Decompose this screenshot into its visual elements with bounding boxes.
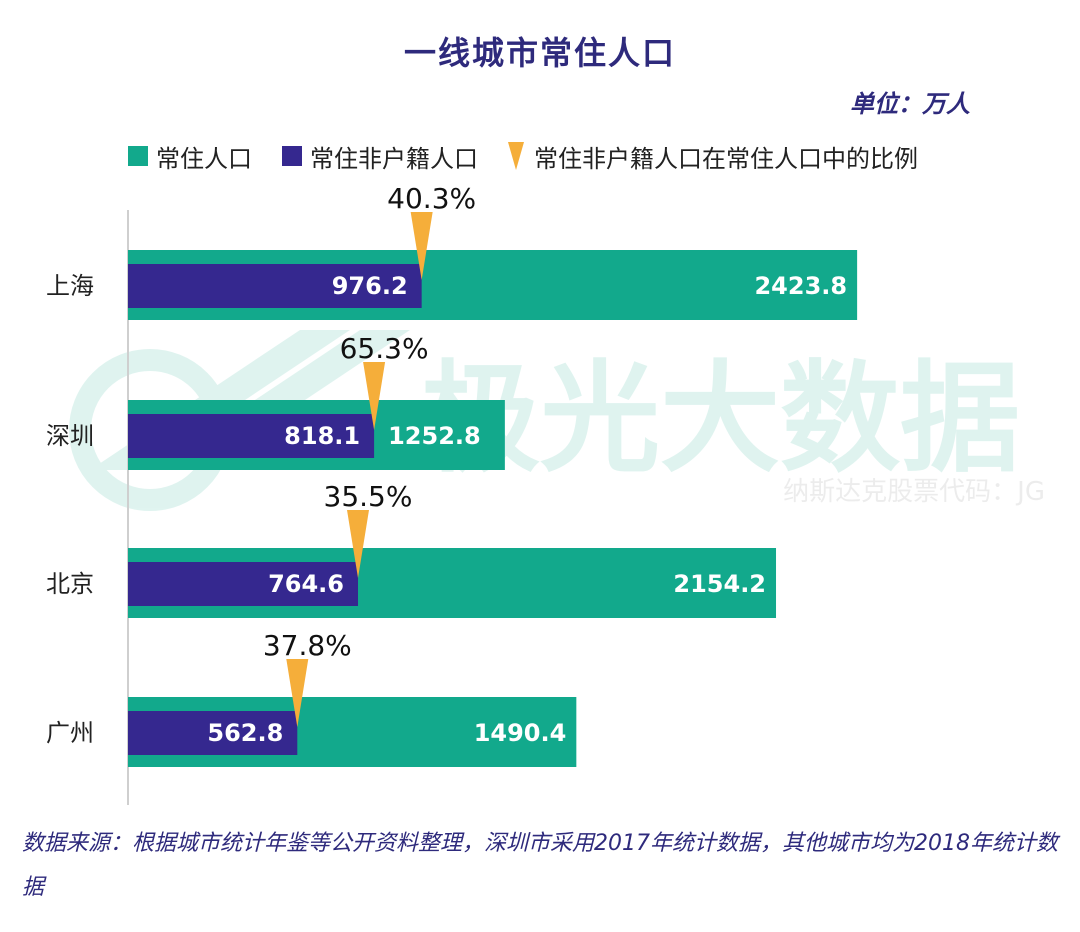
data-label-total: 1490.4 xyxy=(474,719,567,747)
bar-total xyxy=(128,250,858,320)
data-label-total: 2423.8 xyxy=(754,272,847,300)
category-label: 深圳 xyxy=(46,422,94,450)
legend-swatch-total xyxy=(128,146,148,166)
legend-item-ratio: 常住非户籍人口在常住人口中的比例 xyxy=(508,139,918,174)
bar-non-hukou xyxy=(128,711,298,755)
data-label-total: 1252.8 xyxy=(388,422,481,450)
watermark-sub-text: 纳斯达克股票代码：JG xyxy=(783,477,1045,507)
data-label-non-hukou: 764.6 xyxy=(268,570,344,598)
ratio-marker xyxy=(347,510,370,578)
bar-total xyxy=(128,400,505,470)
legend-label-non-hukou: 常住非户籍人口 xyxy=(310,144,478,173)
ratio-marker xyxy=(286,659,309,727)
data-label-non-hukou: 562.8 xyxy=(207,719,283,747)
category-label: 广州 xyxy=(46,719,94,747)
bars-layer: 上海 976.2 2423.8 40.3% 深圳 818.1 1252.8 65.3% 北京 76… xyxy=(46,182,858,767)
legend: 常住人口 常住非户籍人口 常住非户籍人口在常住人口中的比例 xyxy=(128,138,948,174)
ratio-marker xyxy=(363,362,386,430)
unit-label: 单位：万人 xyxy=(850,90,970,118)
bar-non-hukou xyxy=(128,414,375,458)
data-label-non-hukou: 818.1 xyxy=(284,422,360,450)
category-label: 上海 xyxy=(46,272,94,300)
ratio-marker xyxy=(410,212,433,280)
ratio-label: 40.3% xyxy=(387,182,476,215)
legend-label-total: 常住人口 xyxy=(156,144,252,173)
ratio-label: 35.5% xyxy=(324,480,413,513)
watermark-logo-icon xyxy=(69,330,410,511)
watermark: 极光大数据 纳斯达克股票代码：JG xyxy=(69,330,1045,511)
source-footnote: 数据来源：根据城市统计年鉴等公开资料整理，深圳市采用2017年统计数据，其他城市… xyxy=(22,831,1058,900)
watermark-main-text: 极光大数据 xyxy=(420,350,1020,489)
bar-total xyxy=(128,548,777,618)
legend-marker-ratio xyxy=(508,142,524,170)
data-label-total: 2154.2 xyxy=(673,570,766,598)
bar-total xyxy=(128,697,577,767)
legend-swatch-non-hukou xyxy=(282,146,302,166)
data-label-non-hukou: 976.2 xyxy=(332,272,408,300)
legend-item-total: 常住人口 xyxy=(128,139,252,174)
ratio-label: 37.8% xyxy=(263,629,352,662)
chart-title: 一线城市常住人口 xyxy=(403,34,676,72)
bar-non-hukou xyxy=(128,562,359,606)
legend-item-non-hukou: 常住非户籍人口 xyxy=(282,139,478,174)
category-label: 北京 xyxy=(46,570,94,598)
ratio-label: 65.3% xyxy=(340,332,429,365)
legend-label-ratio: 常住非户籍人口在常住人口中的比例 xyxy=(534,144,918,173)
bar-non-hukou xyxy=(128,264,422,308)
